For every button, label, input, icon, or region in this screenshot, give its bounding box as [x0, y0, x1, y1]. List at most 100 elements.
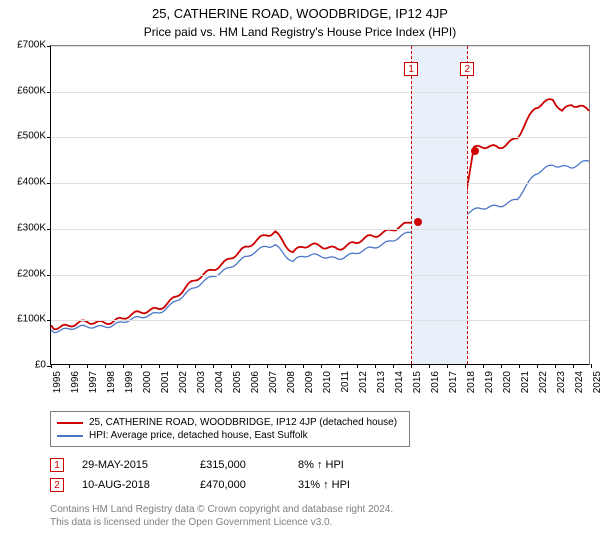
- footer-attribution: Contains HM Land Registry data © Crown c…: [50, 503, 600, 537]
- marker-vline: [411, 46, 412, 364]
- x-axis-label: 2006: [250, 371, 261, 401]
- gridline: [51, 275, 589, 276]
- y-axis-label: £300K: [0, 222, 46, 233]
- x-tick: [159, 364, 160, 368]
- x-tick: [177, 364, 178, 368]
- transaction-marker: 2: [50, 478, 64, 492]
- y-axis-label: £500K: [0, 131, 46, 142]
- y-axis-label: £400K: [0, 177, 46, 188]
- x-tick: [393, 364, 394, 368]
- x-axis-label: 2014: [394, 371, 405, 401]
- x-tick: [519, 364, 520, 368]
- x-tick: [483, 364, 484, 368]
- transaction-price: £470,000: [200, 479, 280, 491]
- x-axis-label: 2011: [340, 371, 351, 401]
- x-axis-label: 2013: [376, 371, 387, 401]
- x-axis-label: 2018: [466, 371, 477, 401]
- x-axis-label: 2024: [574, 371, 585, 401]
- plot-area: 12: [50, 45, 590, 365]
- legend-label: HPI: Average price, detached house, East…: [89, 430, 308, 441]
- x-axis-label: 2003: [196, 371, 207, 401]
- x-tick: [411, 364, 412, 368]
- x-tick: [69, 364, 70, 368]
- x-tick: [105, 364, 106, 368]
- x-axis-label: 2004: [214, 371, 225, 401]
- x-tick: [465, 364, 466, 368]
- x-tick: [87, 364, 88, 368]
- x-tick: [51, 364, 52, 368]
- x-axis-label: 2021: [520, 371, 531, 401]
- gridline: [51, 137, 589, 138]
- x-tick: [339, 364, 340, 368]
- x-tick: [249, 364, 250, 368]
- x-axis-label: 2022: [538, 371, 549, 401]
- x-axis-label: 2017: [448, 371, 459, 401]
- x-axis-label: 1998: [106, 371, 117, 401]
- x-tick: [591, 364, 592, 368]
- transaction-date: 29-MAY-2015: [82, 459, 182, 471]
- gridline: [51, 320, 589, 321]
- transaction-price: £315,000: [200, 459, 280, 471]
- series-property: [51, 99, 589, 329]
- chart-marker: 1: [404, 62, 418, 76]
- x-tick: [429, 364, 430, 368]
- y-tick: [47, 320, 51, 321]
- y-tick: [47, 92, 51, 93]
- gridline: [51, 46, 589, 47]
- legend-swatch: [57, 422, 83, 424]
- x-axis-label: 2007: [268, 371, 279, 401]
- chart-container: 25, CATHERINE ROAD, WOODBRIDGE, IP12 4JP…: [0, 0, 600, 537]
- x-tick: [213, 364, 214, 368]
- x-tick: [447, 364, 448, 368]
- y-axis-label: £100K: [0, 314, 46, 325]
- chart-marker: 2: [460, 62, 474, 76]
- chart-title: 25, CATHERINE ROAD, WOODBRIDGE, IP12 4JP: [0, 0, 600, 21]
- x-axis-label: 1997: [88, 371, 99, 401]
- x-tick: [267, 364, 268, 368]
- legend-row: HPI: Average price, detached house, East…: [57, 429, 403, 442]
- x-tick: [537, 364, 538, 368]
- y-axis-label: £600K: [0, 85, 46, 96]
- y-tick: [47, 229, 51, 230]
- x-axis-label: 2019: [484, 371, 495, 401]
- footer-line-1: Contains HM Land Registry data © Crown c…: [50, 503, 600, 516]
- y-tick: [47, 275, 51, 276]
- transaction-row: 129-MAY-2015£315,0008% ↑ HPI: [50, 455, 600, 475]
- legend-label: 25, CATHERINE ROAD, WOODBRIDGE, IP12 4JP…: [89, 417, 397, 428]
- x-axis-label: 2010: [322, 371, 333, 401]
- x-axis-label: 2025: [592, 371, 600, 401]
- chart-area: £0£100K£200K£300K£400K£500K£600K£700K 12…: [0, 45, 600, 405]
- shaded-band: [411, 46, 467, 364]
- y-axis-label: £200K: [0, 268, 46, 279]
- x-tick: [285, 364, 286, 368]
- x-axis-label: 2005: [232, 371, 243, 401]
- transaction-dot: [414, 218, 422, 226]
- legend-row: 25, CATHERINE ROAD, WOODBRIDGE, IP12 4JP…: [57, 416, 403, 429]
- x-axis-label: 2020: [502, 371, 513, 401]
- x-tick: [573, 364, 574, 368]
- x-tick: [375, 364, 376, 368]
- x-tick: [141, 364, 142, 368]
- footer-line-2: This data is licensed under the Open Gov…: [50, 516, 600, 529]
- y-tick: [47, 46, 51, 47]
- marker-vline: [467, 46, 468, 364]
- x-axis-label: 2008: [286, 371, 297, 401]
- x-axis-label: 2016: [430, 371, 441, 401]
- gridline: [51, 92, 589, 93]
- legend-swatch: [57, 435, 83, 437]
- x-axis-label: 2001: [160, 371, 171, 401]
- transaction-marker: 1: [50, 458, 64, 472]
- y-tick: [47, 137, 51, 138]
- transaction-dot: [471, 147, 479, 155]
- x-axis-label: 2023: [556, 371, 567, 401]
- x-tick: [501, 364, 502, 368]
- y-tick: [47, 183, 51, 184]
- transaction-date: 10-AUG-2018: [82, 479, 182, 491]
- gridline: [51, 183, 589, 184]
- x-tick: [321, 364, 322, 368]
- x-tick: [123, 364, 124, 368]
- x-axis-label: 2002: [178, 371, 189, 401]
- transaction-row: 210-AUG-2018£470,00031% ↑ HPI: [50, 475, 600, 495]
- x-axis-label: 1999: [124, 371, 135, 401]
- x-axis-label: 1996: [70, 371, 81, 401]
